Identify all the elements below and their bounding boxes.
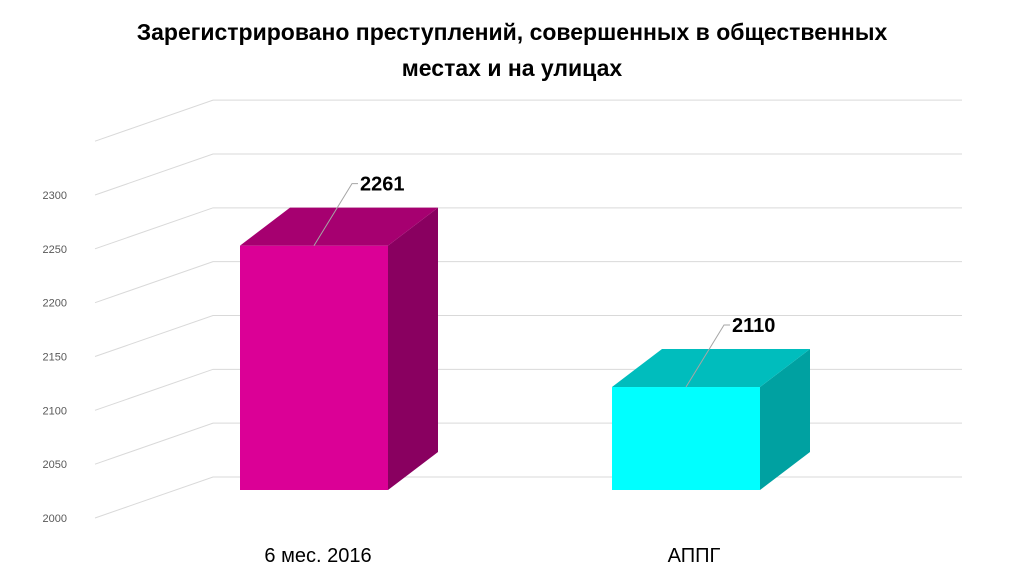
data-label: 2110 (732, 315, 775, 337)
gridline (94, 207, 962, 250)
x-axis-categories: 6 мес. 2016 АППГ (264, 545, 720, 567)
bar (240, 207, 438, 490)
data-labels: 2261 2110 (313, 174, 775, 388)
bar-side (760, 349, 810, 490)
bar (612, 349, 810, 490)
x-category-label: 6 мес. 2016 (264, 545, 371, 567)
bar-side (388, 207, 438, 490)
y-tick-label: 2050 (43, 459, 67, 471)
bar-top (612, 349, 810, 388)
chart-title: Зарегистрировано преступлений, совершенн… (136, 19, 888, 81)
gridline (94, 476, 962, 519)
gridline (94, 315, 962, 357)
bar-front (612, 387, 760, 490)
x-category-label: АППГ (668, 545, 721, 567)
gridline (94, 422, 962, 465)
gridlines (94, 99, 962, 519)
y-axis-ticks: 2000 2050 2100 2150 2200 2250 2300 (43, 190, 67, 525)
leader-line (313, 183, 358, 246)
leader-line (685, 324, 730, 388)
y-tick-label: 2300 (43, 190, 67, 202)
y-tick-label: 2100 (43, 405, 67, 417)
y-tick-label: 2150 (43, 352, 67, 364)
bar-front (240, 245, 388, 490)
gridline (94, 153, 962, 196)
gridline (94, 261, 962, 304)
bar-top (240, 207, 438, 246)
gridline (94, 368, 962, 411)
y-tick-label: 2250 (43, 244, 67, 256)
y-tick-label: 2200 (43, 298, 67, 310)
y-tick-label: 2000 (43, 513, 67, 525)
bars (240, 207, 810, 490)
gridline (94, 99, 962, 142)
data-label: 2261 (360, 174, 405, 196)
